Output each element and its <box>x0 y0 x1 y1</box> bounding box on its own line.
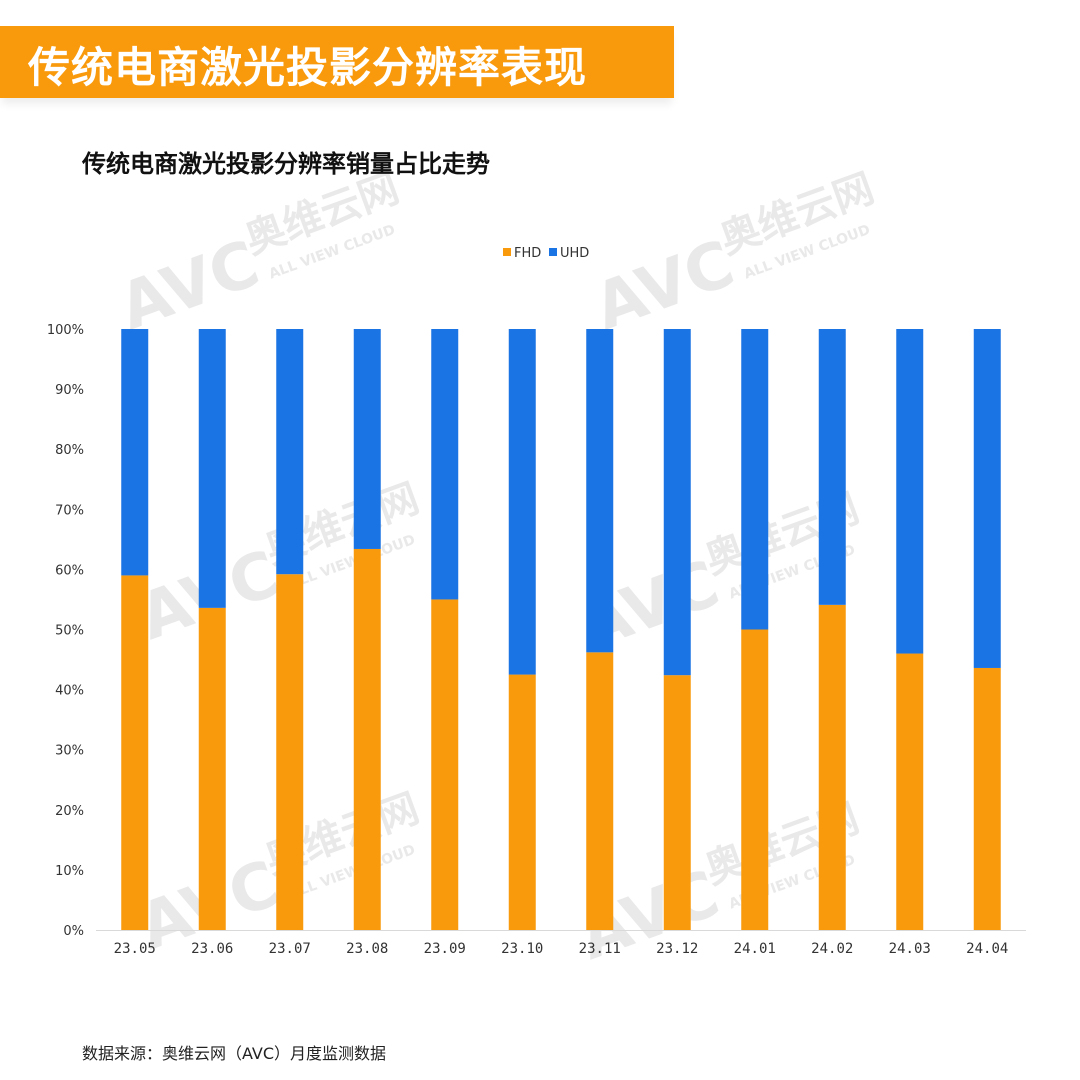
bar-uhd <box>896 329 924 654</box>
y-tick-label: 70% <box>55 503 84 518</box>
bar-fhd <box>896 653 924 930</box>
legend-label-fhd: FHD <box>514 246 541 261</box>
x-tick-label: 23.06 <box>191 941 233 957</box>
bar-fhd <box>353 548 381 930</box>
y-tick-label: 20% <box>55 804 84 819</box>
bar-fhd <box>431 599 459 930</box>
x-tick-label: 24.03 <box>889 941 931 957</box>
x-tick-label: 24.02 <box>811 941 853 957</box>
bar-uhd <box>818 329 846 605</box>
bar-fhd <box>508 674 536 930</box>
chart-title: 传统电商激光投影分辨率销量占比走势 <box>82 150 490 178</box>
x-tick-label: 23.09 <box>424 941 466 957</box>
bar-uhd <box>663 329 691 676</box>
bar-uhd <box>508 329 536 675</box>
bar-fhd <box>121 575 149 930</box>
y-tick-label: 50% <box>55 624 84 639</box>
bar-uhd <box>586 329 614 653</box>
x-tick-label: 24.01 <box>734 941 776 957</box>
bar-uhd <box>198 329 226 608</box>
x-tick-label: 23.11 <box>579 941 621 957</box>
x-tick-label: 23.05 <box>114 941 156 957</box>
x-tick-label: 24.04 <box>966 941 1008 957</box>
y-tick-label: 30% <box>55 744 84 759</box>
y-tick-label: 40% <box>55 684 84 699</box>
y-tick-label: 80% <box>55 443 84 458</box>
y-tick-label: 100% <box>47 323 84 338</box>
x-tick-label: 23.08 <box>346 941 388 957</box>
bar-fhd <box>276 574 304 930</box>
header-banner: 传统电商激光投影分辨率表现 <box>0 26 674 98</box>
bar-fhd <box>586 652 614 930</box>
x-tick-label: 23.12 <box>656 941 698 957</box>
bar-uhd <box>431 329 459 600</box>
y-tick-label: 10% <box>55 864 84 879</box>
page-title: 传统电商激光投影分辨率表现 <box>28 43 588 92</box>
x-tick-label: 23.10 <box>501 941 543 957</box>
bar-fhd <box>198 607 226 930</box>
bar-uhd <box>353 329 381 549</box>
data-source-note: 数据来源：奥维云网（AVC）月度监测数据 <box>82 1044 387 1063</box>
legend-swatch-uhd <box>549 248 557 256</box>
x-tick-label: 23.07 <box>269 941 311 957</box>
bar-uhd <box>973 329 1001 668</box>
legend-label-uhd: UHD <box>560 246 589 261</box>
bar-uhd <box>276 329 304 575</box>
y-tick-label: 60% <box>55 563 84 578</box>
bar-uhd <box>121 329 149 576</box>
bar-fhd <box>663 675 691 930</box>
stacked-bar-chart: 0% 10% 20% 30% 40% 50% 60% 70% 80% 90% 100% 23.05 23… <box>47 246 1026 957</box>
y-tick-label: 0% <box>63 924 84 939</box>
bar-fhd <box>741 629 769 930</box>
bar-fhd <box>818 604 846 930</box>
bar-fhd <box>973 667 1001 930</box>
bar-uhd <box>741 329 769 630</box>
legend-swatch-fhd <box>503 248 511 256</box>
y-tick-label: 90% <box>55 383 84 398</box>
